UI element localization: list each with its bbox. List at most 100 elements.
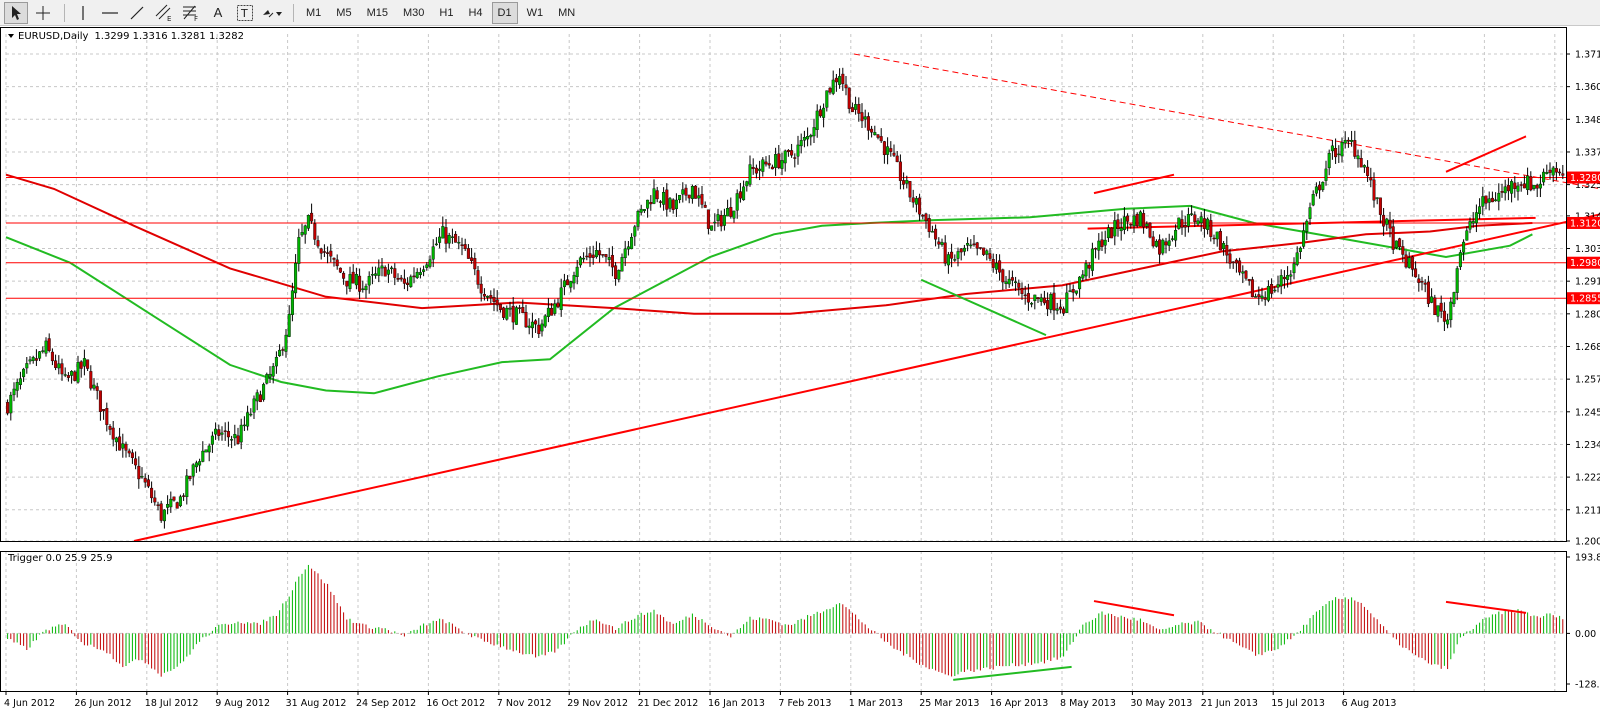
candle-body xyxy=(1430,296,1434,303)
timeframe-m5-button[interactable]: M5 xyxy=(336,6,352,19)
candle-body xyxy=(1471,221,1475,224)
candle-body xyxy=(956,251,960,259)
candle-body xyxy=(278,349,282,357)
price-trendline[interactable] xyxy=(1445,135,1527,173)
candle-body xyxy=(729,207,733,217)
candle-body xyxy=(1129,223,1133,226)
candle-body xyxy=(1561,173,1565,176)
time-tick-label: 18 Jul 2012 xyxy=(145,698,199,709)
candle-body xyxy=(1401,246,1405,255)
moving-average-line xyxy=(5,173,1533,315)
timeframe-m15-button[interactable]: M15 xyxy=(366,6,388,19)
indicator-window-title: Trigger 0.0 25.9 25.9 xyxy=(7,553,112,564)
cursor-tool-icon[interactable] xyxy=(4,1,28,24)
candle-body xyxy=(962,247,966,252)
candle-body xyxy=(1327,153,1331,169)
candle-body xyxy=(1455,268,1459,293)
candle-body xyxy=(1468,221,1472,230)
candle-body xyxy=(1132,215,1136,227)
candle-body xyxy=(1151,236,1155,247)
candle-body xyxy=(246,412,250,427)
window-menu-triangle-icon[interactable] xyxy=(8,34,14,38)
price-tick-label: 1.3715 xyxy=(1575,50,1600,61)
candle-body xyxy=(652,188,656,204)
indicator-trendlines[interactable] xyxy=(953,600,1527,681)
candle-body xyxy=(25,363,29,369)
candle-body xyxy=(774,154,778,168)
candle-body xyxy=(1250,279,1254,298)
indicator-trendline[interactable] xyxy=(953,665,1072,681)
candle-body xyxy=(140,476,144,478)
candle-body xyxy=(854,104,858,110)
time-tick-label: 30 May 2013 xyxy=(1130,698,1192,709)
candle-body xyxy=(1414,268,1418,278)
candle-body xyxy=(546,307,550,317)
price-trendline[interactable] xyxy=(133,200,1600,542)
candle-body xyxy=(383,267,387,277)
timeframe-bar: M1 M5 M15 M30 H1 H4 D1 W1 MN xyxy=(300,1,584,24)
candle-body xyxy=(1558,171,1562,174)
equidistant-channel-tool-icon[interactable]: E xyxy=(152,2,176,24)
candle-body xyxy=(1410,256,1414,270)
candle-body xyxy=(831,79,835,94)
candle-body xyxy=(1478,206,1482,215)
candle-body xyxy=(998,260,1002,273)
price-trendline[interactable] xyxy=(1093,173,1175,195)
candle-body xyxy=(1305,220,1309,232)
candle-body xyxy=(425,264,429,268)
candle-body xyxy=(767,163,771,166)
candle-body xyxy=(607,257,611,260)
price-trendline[interactable] xyxy=(920,278,1047,337)
candle-body xyxy=(866,116,870,131)
candle-body xyxy=(505,307,509,320)
candle-body xyxy=(655,190,659,200)
chart-svg[interactable]: 1.3715 1.3600 1.3485 1.3370 1.3255 1.3145 1.30… xyxy=(0,26,1600,727)
horizontal-line-tool-icon[interactable] xyxy=(98,2,122,24)
timeframe-h4-button[interactable]: H4 xyxy=(468,6,483,19)
horizontal-levels[interactable] xyxy=(6,177,1566,299)
candle-body xyxy=(1439,302,1443,312)
crosshair-tool-icon[interactable] xyxy=(31,2,55,24)
candle-body xyxy=(636,210,640,227)
timeframe-w1-button[interactable]: W1 xyxy=(526,6,544,19)
price-trendline[interactable] xyxy=(1087,216,1536,230)
text-label-tool-icon[interactable]: T xyxy=(233,2,257,24)
price-tick-label: 1.3485 xyxy=(1575,115,1600,126)
candle-body xyxy=(726,208,730,217)
candle-body xyxy=(1529,176,1533,191)
text-tool-icon[interactable]: A xyxy=(213,5,223,20)
trendline-tool-icon[interactable] xyxy=(125,2,149,24)
candle-body xyxy=(274,356,278,367)
time-tick-label: 15 Jul 2013 xyxy=(1271,698,1325,709)
indicator-trendline[interactable] xyxy=(1093,600,1175,617)
timeframe-m30-button[interactable]: M30 xyxy=(402,6,425,19)
fibonacci-tool-icon[interactable]: F xyxy=(179,2,203,24)
candle-body xyxy=(28,359,32,362)
timeframe-mn-button[interactable]: MN xyxy=(558,6,576,19)
candle-body xyxy=(646,199,650,209)
candle-body xyxy=(495,299,499,306)
arrows-tool-icon[interactable] xyxy=(260,2,284,24)
candle-body xyxy=(860,112,864,122)
candle-body xyxy=(713,221,717,224)
candle-body xyxy=(924,213,928,221)
candle-body xyxy=(1042,297,1046,304)
timeframe-m1-button[interactable]: M1 xyxy=(306,6,322,19)
candle-body xyxy=(114,437,118,443)
indicator-trendline[interactable] xyxy=(1445,600,1527,614)
candle-body xyxy=(1142,213,1146,228)
timeframe-d1-button[interactable]: D1 xyxy=(491,1,518,24)
candle-body xyxy=(393,268,397,278)
chart-area[interactable]: 1.3715 1.3600 1.3485 1.3370 1.3255 1.3145 1.30… xyxy=(0,26,1600,727)
candle-body xyxy=(447,235,451,244)
candle-body xyxy=(751,167,755,169)
vertical-line-tool-icon[interactable] xyxy=(71,2,95,24)
candle-body xyxy=(895,155,899,163)
candle-body xyxy=(1154,240,1158,247)
candle-body xyxy=(1193,214,1197,222)
timeframe-h1-button[interactable]: H1 xyxy=(439,6,454,19)
candle-body xyxy=(1164,241,1168,246)
candle-body xyxy=(1033,294,1037,301)
candle-body xyxy=(105,408,109,425)
candle-body xyxy=(191,464,195,477)
